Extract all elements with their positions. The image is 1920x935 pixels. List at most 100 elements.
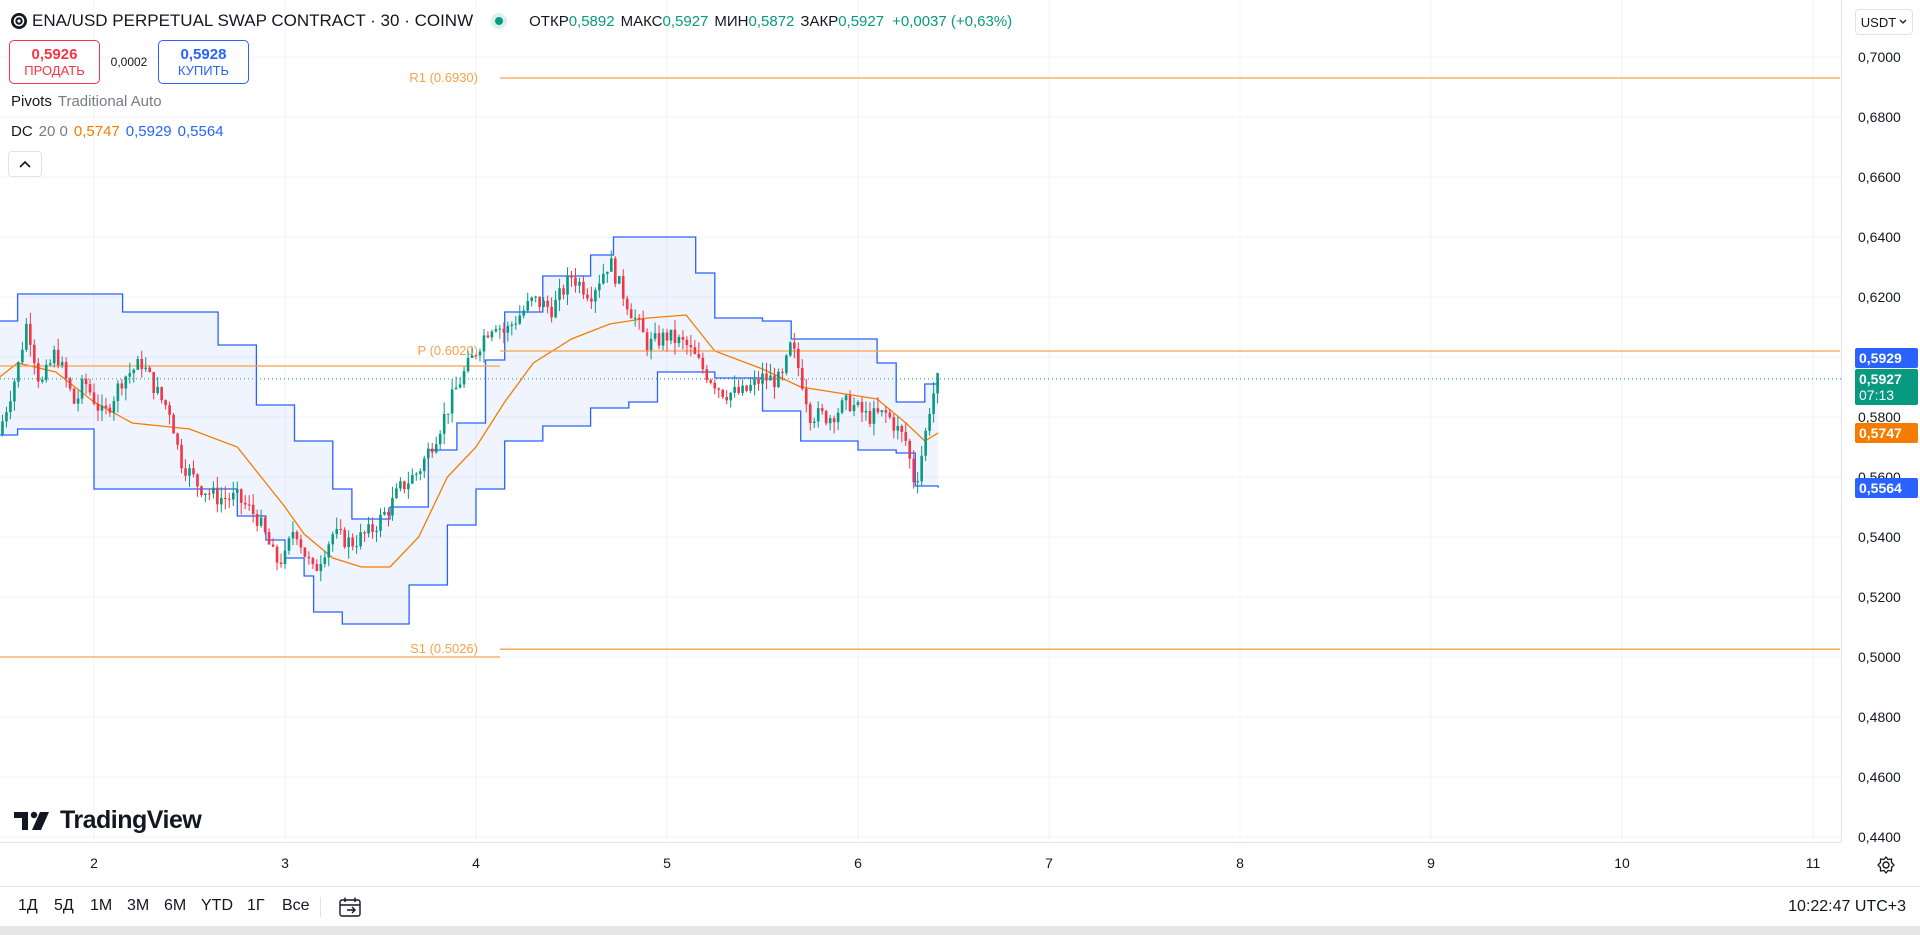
candle-body	[9, 401, 12, 413]
candle-body	[295, 531, 299, 540]
range-3m-button[interactable]: 3М	[127, 897, 150, 914]
candle-body	[693, 347, 697, 355]
candle-body	[311, 558, 315, 565]
price-chart[interactable]: R1 (0.6930) P (0.6020) S1 (0.5026)	[0, 0, 1841, 842]
sell-button[interactable]: 0,5926 ПРОДАТЬ	[9, 40, 100, 84]
candle-body	[482, 335, 486, 352]
candle-body	[673, 329, 677, 344]
time-tick: 8	[1236, 855, 1244, 871]
candle-body	[892, 417, 896, 431]
candle-body	[510, 324, 514, 326]
candle-body	[872, 408, 876, 424]
candle-body	[64, 362, 68, 379]
candle-body	[550, 306, 553, 318]
candle-body	[916, 481, 919, 483]
candle-body	[812, 421, 816, 423]
pivot-label-1: P (0.6020)	[418, 343, 478, 358]
symbol-title[interactable]: ENA/USD PERPETUAL SWAP CONTRACT · 30 · C…	[32, 11, 474, 30]
candle-body	[769, 375, 772, 381]
time-tick: 9	[1427, 855, 1435, 871]
time-tick: 11	[1805, 855, 1821, 871]
candle-body	[271, 544, 275, 547]
candle-body	[13, 381, 16, 402]
range-all-button[interactable]: Все	[282, 897, 310, 914]
candle-body	[136, 358, 140, 370]
candle-body	[804, 388, 808, 405]
candle-body	[339, 528, 343, 530]
candle-body	[227, 498, 231, 500]
candle-body	[733, 386, 736, 393]
candle-body	[52, 349, 56, 364]
gear-icon[interactable]	[1876, 855, 1896, 875]
candle-body	[29, 323, 32, 345]
tradingview-logo-text: TradingView	[60, 806, 202, 834]
candle-body	[661, 332, 665, 346]
candle-body	[777, 371, 780, 388]
candle-body	[884, 410, 888, 413]
candle-body	[446, 413, 450, 415]
range-5d-button[interactable]: 5Д	[54, 897, 74, 914]
price-tick: 0,4600	[1858, 769, 1901, 785]
ohlc-high-key: МАКС	[620, 12, 663, 30]
candle-body	[828, 418, 832, 424]
time-scale[interactable]: 2 3 4 5 6 7 8 9 10 11	[0, 842, 1841, 886]
range-ytd-button[interactable]: YTD	[201, 897, 233, 914]
candle-body	[860, 401, 864, 413]
sell-label: ПРОДАТЬ	[24, 63, 85, 78]
price-tick: 0,6400	[1858, 229, 1901, 245]
candle-body	[761, 373, 764, 384]
dc-lower-value: 0,5564	[177, 123, 224, 140]
candle-body	[192, 468, 195, 475]
candle-body	[76, 398, 80, 404]
dc-params: 20 0	[38, 123, 68, 140]
ohlc-close-key: ЗАКР	[800, 12, 839, 30]
candle-body	[399, 481, 402, 489]
market-status-icon[interactable]	[491, 13, 508, 29]
collapse-legend-button[interactable]	[8, 151, 42, 177]
candle-body	[40, 379, 44, 382]
candle-body	[924, 430, 927, 456]
chart-plot-area[interactable]: R1 (0.6930) P (0.6020) S1 (0.5026)	[0, 0, 1841, 842]
range-1y-button[interactable]: 1Г	[247, 897, 265, 914]
candle-body	[132, 369, 136, 374]
range-1m-button[interactable]: 1М	[90, 897, 113, 914]
candle-body	[912, 458, 916, 483]
candle-body	[434, 444, 438, 453]
price-tick: 0,5000	[1858, 649, 1901, 665]
candle-body	[363, 532, 366, 534]
clock-timezone[interactable]: 10:22:47 UTC+3	[1788, 898, 1906, 915]
candle-body	[68, 378, 72, 389]
candle-body	[120, 383, 124, 389]
range-6m-button[interactable]: 6М	[164, 897, 187, 914]
calendar-goto-icon[interactable]	[338, 896, 364, 918]
candle-body	[741, 385, 744, 393]
range-1d-button[interactable]: 1Д	[18, 897, 38, 914]
candle-body	[335, 528, 339, 535]
symbol-logo-icon[interactable]	[10, 12, 28, 30]
buy-button[interactable]: 0,5928 КУПИТЬ	[158, 40, 249, 84]
candle-body	[486, 335, 490, 338]
candle-body	[936, 373, 939, 394]
candle-body	[5, 412, 8, 422]
currency-selector[interactable]: USDT	[1855, 9, 1913, 35]
time-tick: 10	[1614, 855, 1630, 871]
tradingview-logo[interactable]: TradingView	[14, 806, 202, 835]
candle-body	[824, 411, 828, 424]
tradingview-logo-icon	[14, 811, 49, 830]
candle-body	[518, 315, 522, 324]
candle-body	[928, 413, 931, 431]
indicator-dc-legend[interactable]: DC 20 0 0,5747 0,5929 0,5564	[11, 123, 224, 140]
candle-body	[594, 290, 597, 302]
pivot-label-0: R1 (0.6930)	[409, 70, 478, 85]
candle-body	[765, 373, 768, 381]
candle-body	[789, 342, 792, 356]
candle-body	[96, 403, 100, 411]
indicator-pivots-legend[interactable]: Pivots Traditional Auto	[11, 93, 162, 110]
candle-body	[367, 524, 370, 534]
candle-body	[438, 433, 442, 445]
candle-body	[721, 389, 725, 398]
price-scale[interactable]: 0,70000,68000,66000,64000,62000,58000,56…	[1841, 0, 1920, 845]
candle-body	[188, 468, 191, 476]
candle-body	[800, 368, 804, 389]
candle-body	[613, 258, 617, 284]
